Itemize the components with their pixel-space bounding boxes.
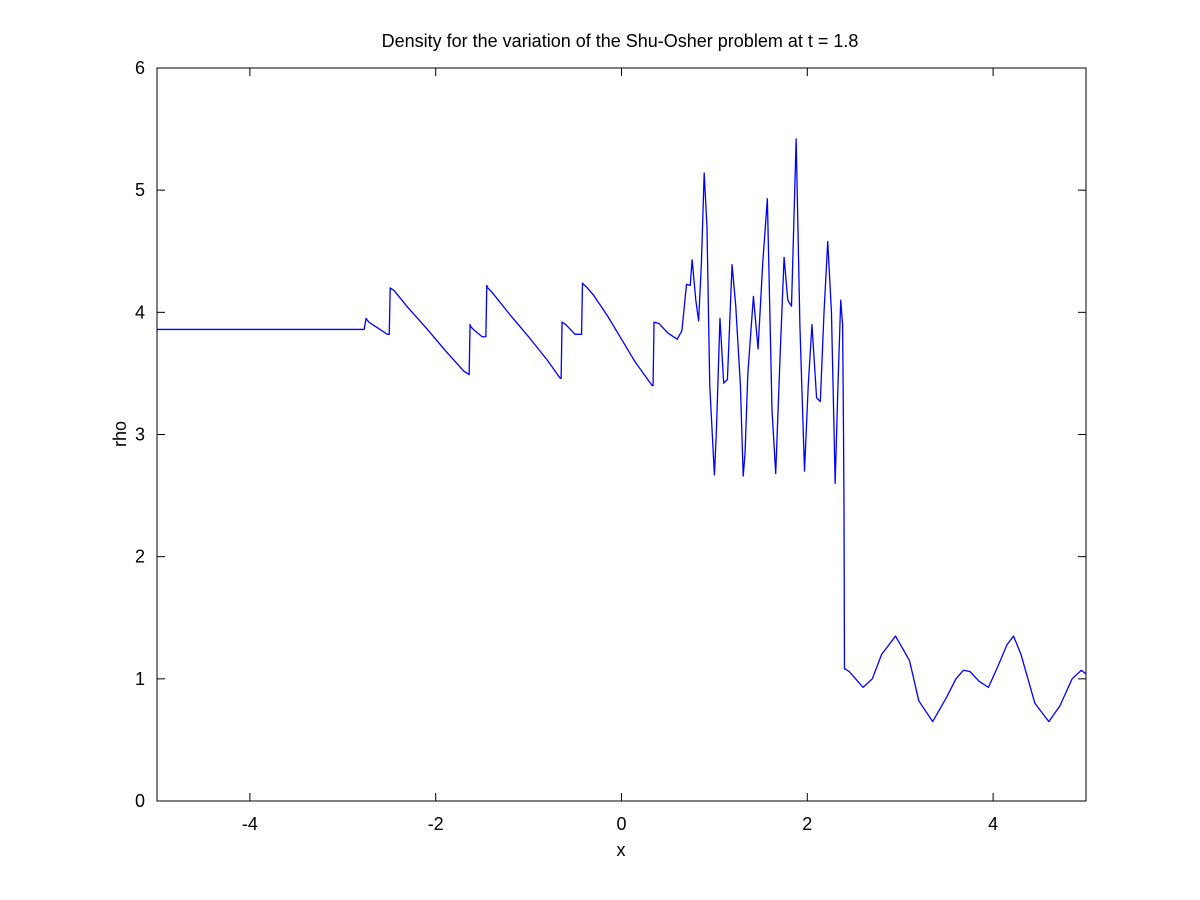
y-tick-label: 3 xyxy=(135,425,145,445)
y-tick-label: 6 xyxy=(135,58,145,78)
y-tick-label: 5 xyxy=(135,180,145,200)
x-axis-label: x xyxy=(617,840,626,860)
y-tick-label: 4 xyxy=(135,302,145,322)
y-tick-label: 1 xyxy=(135,669,145,689)
y-axis-label: rho xyxy=(110,421,130,447)
y-tick-label: 2 xyxy=(135,547,145,567)
y-tick-label: 0 xyxy=(135,791,145,811)
chart-title: Density for the variation of the Shu-Osh… xyxy=(382,31,859,51)
x-tick-label: -4 xyxy=(242,814,258,834)
x-tick-label: 0 xyxy=(616,814,626,834)
x-tick-label: 4 xyxy=(988,814,998,834)
axis-ticks: -4 -2 0 2 4 0 1 2 3 4 5 6 xyxy=(135,58,1086,834)
plot-area xyxy=(157,138,1087,723)
x-tick-label: 2 xyxy=(802,814,812,834)
axes-frame xyxy=(156,67,1087,802)
series-line-density xyxy=(157,138,1087,723)
x-tick-label: -2 xyxy=(428,814,444,834)
